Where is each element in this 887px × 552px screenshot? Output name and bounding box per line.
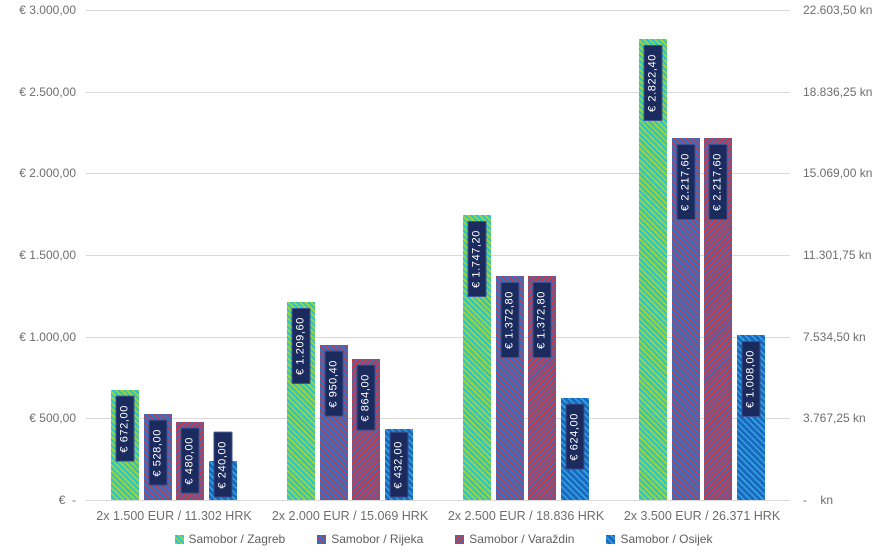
value-label-box: € 528,00 (148, 420, 168, 486)
bar-varazdin: € 2.217,60 (704, 138, 733, 500)
gridline (86, 173, 790, 175)
value-label: € 1.372,80 (500, 282, 520, 358)
value-label: € 1.372,80 (532, 282, 552, 358)
value-label: € 2.217,60 (708, 144, 728, 220)
value-label-box: € 1.008,00 (741, 341, 761, 417)
y-axis-left-tick-label: € 2.000,00 (19, 166, 76, 181)
value-label-box: € 1.747,20 (467, 221, 487, 297)
legend: Samobor / Zagreb Samobor / Rijeka Samobor … (0, 532, 887, 546)
legend-label: Samobor / Osijek (620, 532, 713, 546)
bar-varazdin: € 864,00 (352, 359, 381, 500)
value-label: € 624,00 (565, 404, 585, 470)
value-label: € 672,00 (115, 396, 135, 462)
gridline (86, 418, 790, 420)
bar-zagreb: € 2.822,40 (639, 39, 668, 500)
value-label: € 1.747,20 (467, 221, 487, 297)
value-label: € 864,00 (356, 365, 376, 431)
value-label: € 950,40 (324, 351, 344, 417)
legend-swatch-icon (317, 534, 327, 544)
value-label: € 432,00 (389, 432, 409, 498)
y-axis-right-tick-label: 7.534,50 kn (803, 329, 866, 344)
y-axis-right-tick-label: 22.603,50 kn (803, 3, 873, 17)
value-label-box: € 624,00 (565, 404, 585, 470)
y-axis-left-tick-label: € 1.500,00 (19, 248, 76, 262)
value-label-box: € 2.822,40 (643, 45, 663, 121)
value-label-box: € 864,00 (356, 365, 376, 431)
legend-swatch-icon (606, 534, 616, 544)
bar-rijeka: € 1.372,80 (495, 276, 524, 500)
bar-osijek: € 240,00 (208, 432, 237, 500)
bar-zagreb: € 1.747,20 (463, 215, 492, 500)
y-axis-left-tick-label: € 1.000,00 (19, 329, 76, 344)
bar-rijeka: € 2.217,60 (671, 138, 700, 500)
value-label-box: € 240,00 (213, 432, 233, 498)
value-label: € 528,00 (148, 420, 168, 486)
gridline (86, 336, 790, 338)
legend-swatch-icon (174, 534, 184, 544)
x-axis-category-label: 2x 1.500 EUR / 11.302 HRK (96, 509, 252, 523)
x-axis-category-label: 2x 2.000 EUR / 15.069 HRK (271, 509, 429, 523)
gridline (86, 91, 790, 93)
y-axis-right-tick-label: 11.301,75 kn (803, 248, 872, 262)
gridline (86, 10, 790, 11)
value-label: € 2.217,60 (676, 144, 696, 220)
y-axis-left-tick-label: € 2.500,00 (19, 84, 76, 99)
value-label: € 240,00 (213, 432, 233, 498)
y-axis-left-tick-label: € 3.000,00 (19, 3, 76, 17)
value-label-box: € 1.372,80 (532, 282, 552, 358)
value-label: € 480,00 (180, 428, 200, 494)
value-label-box: € 950,40 (324, 351, 344, 417)
value-label-box: € 2.217,60 (676, 144, 696, 220)
bar-rijeka: € 528,00 (143, 414, 172, 500)
value-label: € 1.209,60 (291, 308, 311, 384)
x-axis-category-label: 2x 3.500 EUR / 26.371 HRK (623, 509, 781, 523)
value-label: € 2.822,40 (643, 45, 663, 121)
legend-item-rijeka: Samobor / Rijeka (317, 532, 423, 546)
value-label-box: € 2.217,60 (708, 144, 728, 220)
gridline (86, 500, 790, 501)
value-label-box: € 672,00 (115, 396, 135, 462)
bar-osijek: € 1.008,00 (736, 335, 765, 500)
y-axis-left-tick-label: € - (58, 493, 76, 507)
y-axis-right-tick-label: 15.069,00 kn (803, 166, 873, 181)
value-label-box: € 1.209,60 (291, 308, 311, 384)
y-axis-left-tick-label: € 500,00 (29, 411, 76, 426)
bar-varazdin: € 480,00 (176, 422, 205, 500)
legend-item-zagreb: Samobor / Zagreb (174, 532, 286, 546)
bar-rijeka: € 950,40 (319, 345, 348, 500)
bar-zagreb: € 1.209,60 (287, 302, 316, 500)
value-label-box: € 1.372,80 (500, 282, 520, 358)
legend-item-varazdin: Samobor / Varaždin (455, 532, 574, 546)
bar-osijek: € 624,00 (560, 398, 589, 500)
y-axis-right-tick-label: 3.767,25 kn (803, 411, 866, 426)
bar-zagreb: € 672,00 (111, 390, 140, 500)
gridline (86, 255, 790, 256)
bar-varazdin: € 1.372,80 (528, 276, 557, 500)
x-axis-category-label: 2x 2.500 EUR / 18.836 HRK (447, 509, 605, 523)
value-label-box: € 480,00 (180, 428, 200, 494)
bar-osijek: € 432,00 (384, 429, 413, 500)
legend-swatch-icon (455, 534, 465, 544)
value-label: € 1.008,00 (741, 341, 761, 417)
value-label-box: € 432,00 (389, 432, 409, 498)
y-axis-right-tick-label: - kn (803, 493, 834, 507)
y-axis-right-tick-label: 18.836,25 kn (803, 84, 873, 99)
legend-label: Samobor / Zagreb (188, 532, 286, 546)
legend-label: Samobor / Varaždin (469, 532, 575, 546)
legend-label: Samobor / Rijeka (331, 532, 424, 546)
legend-item-osijek: Samobor / Osijek (606, 532, 712, 546)
